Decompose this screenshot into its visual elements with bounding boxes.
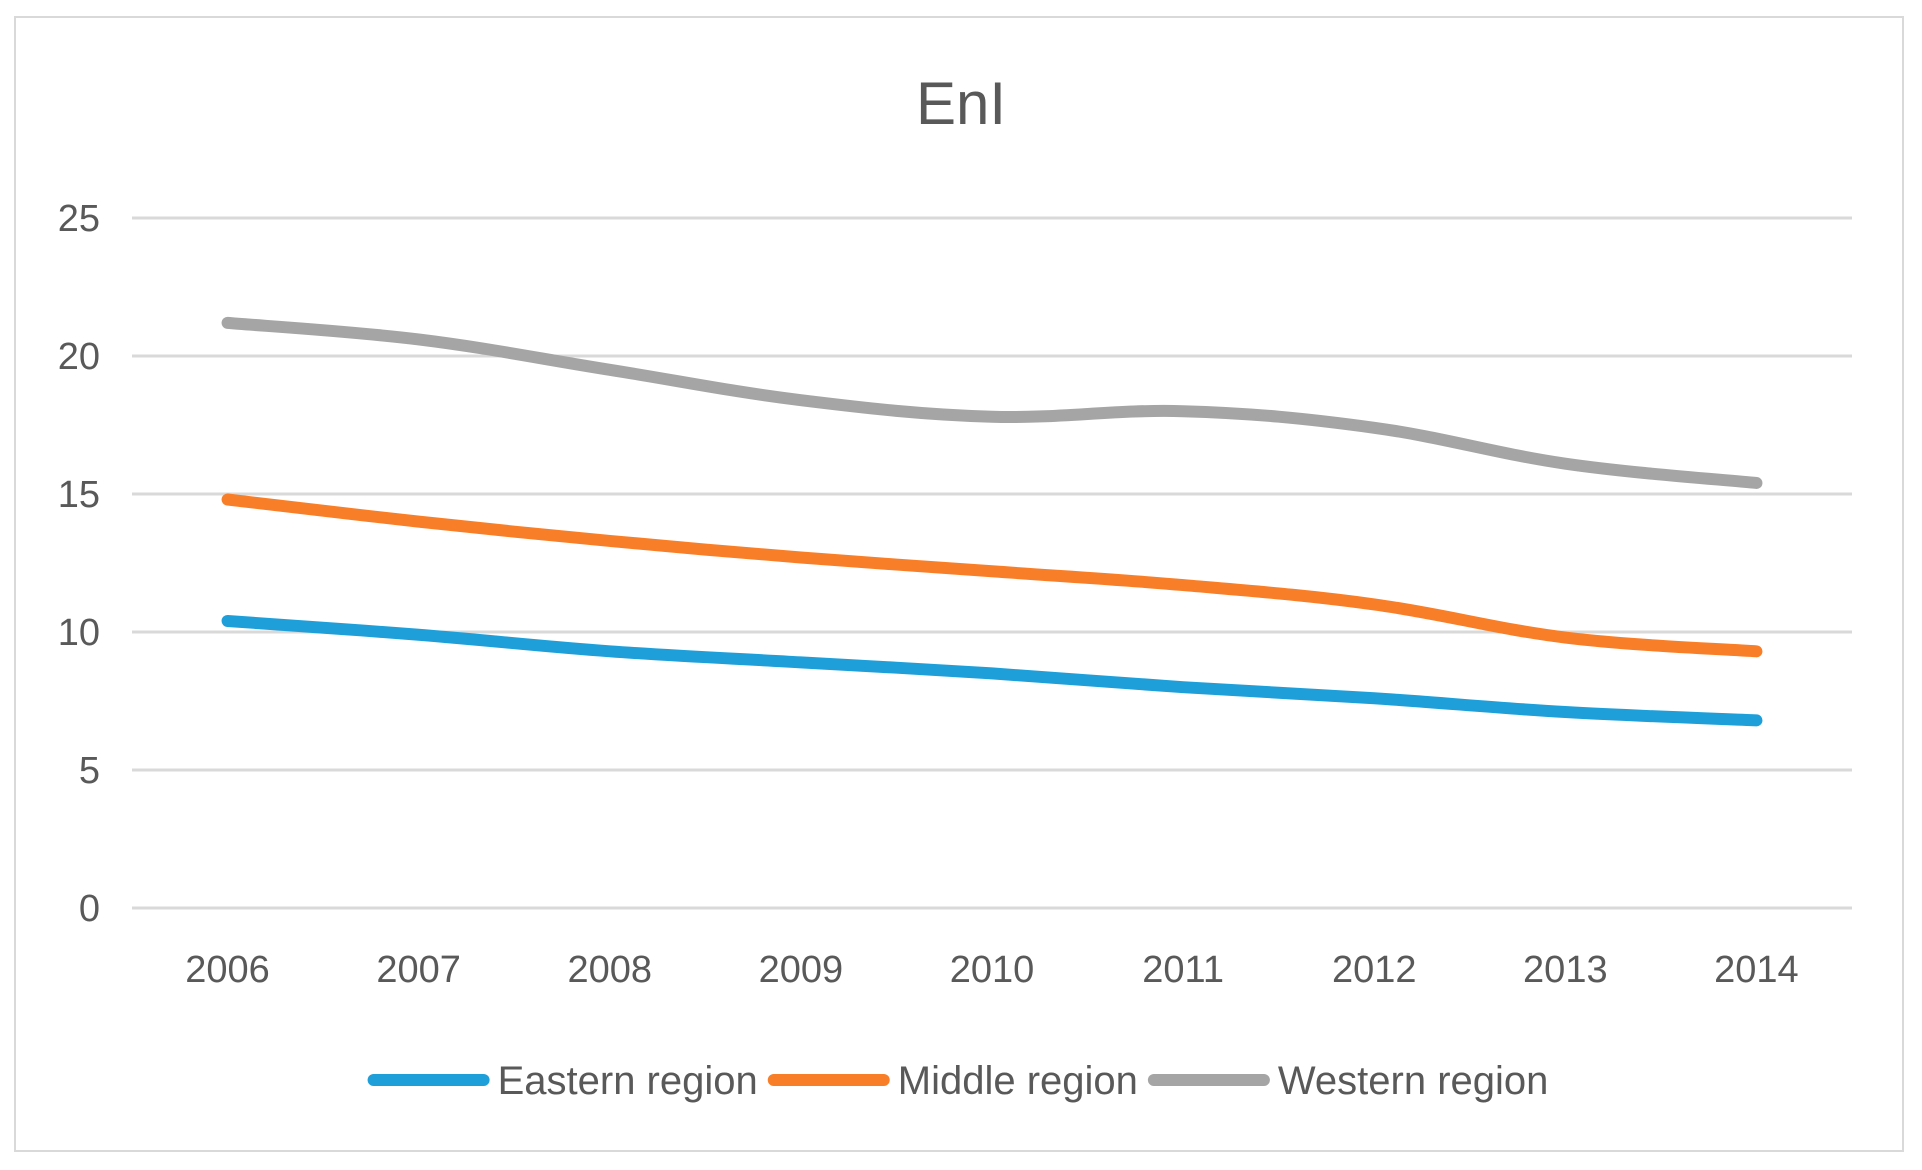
legend-item-middle-region: Middle region: [767, 1059, 1138, 1103]
x-tick-label: 2013: [1523, 949, 1608, 991]
x-tick-label: 2006: [185, 949, 270, 991]
chart-area: [14, 16, 1904, 1152]
chart-title: EnI: [916, 70, 1006, 137]
x-tick-label: 2008: [568, 949, 653, 991]
x-tick-label: 2014: [1714, 949, 1799, 991]
y-tick-label: 25: [58, 198, 100, 240]
series-line-middle-region: [221, 493, 1763, 658]
series-line-eastern-region: [221, 614, 1763, 727]
legend-item-eastern-region: Eastern region: [367, 1059, 758, 1103]
y-tick-label: 5: [79, 750, 100, 792]
legend: Eastern region Middle region Western regio…: [367, 1059, 1549, 1103]
x-tick-label: 2012: [1332, 949, 1417, 991]
x-tick-label: 2011: [1142, 949, 1224, 991]
y-tick-label: 15: [58, 474, 100, 516]
legend-label-eastern-region: Eastern region: [498, 1059, 758, 1103]
y-tick-label: 20: [58, 336, 100, 378]
x-tick-label: 2010: [950, 949, 1035, 991]
x-tick-label: 2009: [759, 949, 844, 991]
y-tick-label: 10: [58, 612, 100, 654]
y-tick-label: 0: [79, 888, 100, 930]
series-line-western-region: [221, 316, 1763, 489]
legend-item-western-region: Western region: [1147, 1059, 1549, 1103]
legend-label-western-region: Western region: [1278, 1059, 1549, 1103]
y-axis-tick-labels: 0 5 10 15 20 25: [58, 198, 100, 930]
x-tick-label: 2007: [376, 949, 461, 991]
series-layer: [221, 316, 1763, 727]
grid-layer: [132, 216, 1852, 910]
legend-label-middle-region: Middle region: [898, 1059, 1138, 1103]
x-axis-tick-labels: 2006 2007 2008 2009 2010 2011 2012 2013 2014: [185, 949, 1798, 991]
